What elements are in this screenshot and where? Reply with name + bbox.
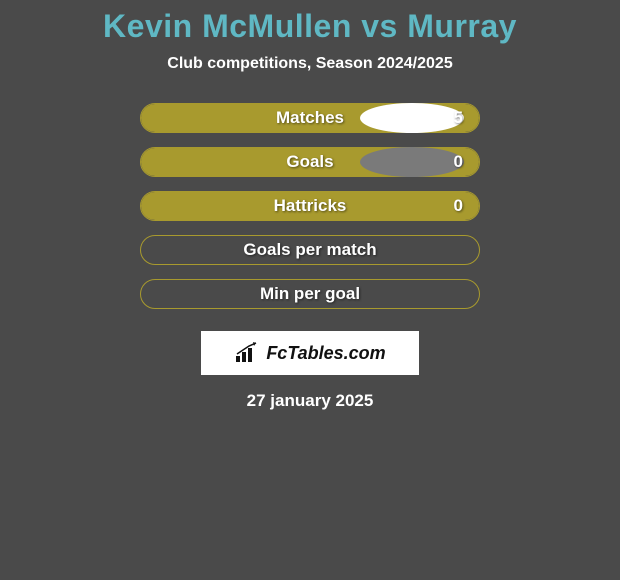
right-ellipse	[360, 103, 464, 133]
fctables-chart-icon	[234, 342, 262, 364]
right-ellipse	[360, 147, 464, 177]
stat-bar: Goals per match	[140, 235, 480, 265]
stat-rows: Matches 5 Goals 0 Hattricks 0 Goals per match M…	[140, 103, 480, 323]
stat-label: Goals	[286, 152, 333, 172]
stat-row: Matches 5	[140, 103, 480, 133]
stat-row: Hattricks 0	[140, 191, 480, 221]
page-title: Kevin McMullen vs Murray	[103, 8, 517, 45]
comparison-widget: Kevin McMullen vs Murray Club competitio…	[0, 0, 620, 411]
stat-value: 5	[454, 108, 463, 128]
stat-bar: Min per goal	[140, 279, 480, 309]
stat-value: 0	[454, 196, 463, 216]
stat-label: Matches	[276, 108, 344, 128]
stat-label: Min per goal	[260, 284, 360, 304]
stat-label: Goals per match	[243, 240, 376, 260]
stat-label: Hattricks	[274, 196, 347, 216]
stat-row: Min per goal	[140, 279, 480, 309]
stat-row: Goals per match	[140, 235, 480, 265]
stat-value: 0	[454, 152, 463, 172]
subtitle: Club competitions, Season 2024/2025	[167, 55, 452, 73]
stat-row: Goals 0	[140, 147, 480, 177]
logo-text: FcTables.com	[266, 343, 385, 364]
stat-bar: Hattricks 0	[140, 191, 480, 221]
date-label: 27 january 2025	[247, 391, 374, 411]
logo-box[interactable]: FcTables.com	[201, 331, 419, 375]
